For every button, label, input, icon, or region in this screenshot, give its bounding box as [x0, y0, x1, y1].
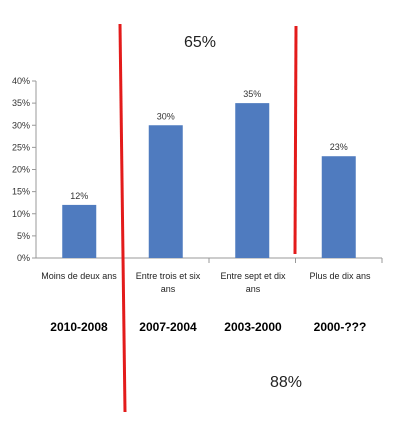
y-tick-label: 25% [12, 142, 30, 152]
y-tick-label: 35% [12, 98, 30, 108]
annotation-bottom: 88% [270, 374, 303, 391]
y-tick-label: 30% [12, 120, 30, 130]
bar [62, 204, 97, 258]
bar [321, 156, 356, 258]
red-divider-left [118, 23, 127, 413]
period-label-3: 2003-2000 [224, 320, 282, 334]
data-label: 12% [70, 191, 88, 201]
y-tick-label: 0% [17, 253, 30, 263]
annotation-top: 65% [184, 34, 217, 51]
data-label: 23% [330, 142, 348, 152]
period-label-4: 2000-??? [313, 320, 367, 334]
y-tick-label: 20% [12, 165, 30, 175]
red-divider-right [293, 25, 298, 255]
data-label: 35% [243, 89, 261, 99]
y-tick-label: 40% [12, 76, 30, 86]
period-label-1: 2010-2008 [50, 320, 108, 334]
data-label: 30% [157, 111, 175, 121]
category-label-1: Moins de deux ans [41, 271, 117, 281]
y-tick-label: 10% [12, 209, 30, 219]
category-label-3: Entre sept et dix ans [220, 271, 286, 294]
category-label-2: Entre trois et six ans [135, 271, 201, 294]
bar [148, 125, 183, 258]
period-label-2: 2007-2004 [139, 320, 197, 334]
y-tick-label: 15% [12, 187, 30, 197]
y-tick-label: 5% [17, 231, 30, 241]
bar [235, 103, 270, 258]
category-label-4: Plus de dix ans [309, 271, 371, 281]
